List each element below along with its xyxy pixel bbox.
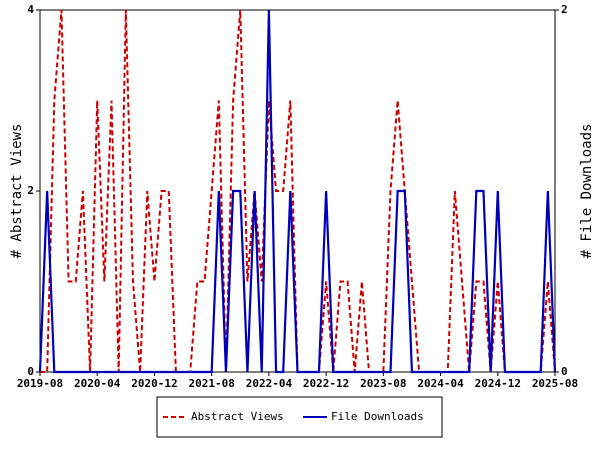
y2-tick-label: 0 bbox=[561, 365, 568, 378]
legend-box bbox=[156, 396, 443, 438]
x-tick-label: 2023-08 bbox=[360, 377, 406, 390]
x-tick-label: 2020-04 bbox=[74, 377, 121, 390]
y-tick-label: 4 bbox=[27, 3, 34, 16]
x-tick-label: 2019-08 bbox=[17, 377, 63, 390]
legend-label: Abstract Views bbox=[191, 410, 284, 423]
series-line bbox=[38, 9, 557, 374]
y-tick-label: 0 bbox=[27, 365, 34, 378]
x-tick-label: 2020-12 bbox=[131, 377, 177, 390]
y-tick-label: 2 bbox=[27, 184, 34, 197]
y-axis-title: # Abstract Views bbox=[9, 124, 25, 259]
x-tick-label: 2021-08 bbox=[188, 377, 234, 390]
legend-label: File Downloads bbox=[331, 410, 424, 423]
x-tick-label: 2024-04 bbox=[417, 377, 464, 390]
x-tick-label: 2025-08 bbox=[532, 377, 578, 390]
y2-axis-title: # File Downloads bbox=[579, 124, 595, 259]
x-tick-label: 2022-12 bbox=[303, 377, 349, 390]
y2-tick-label: 2 bbox=[561, 3, 568, 16]
x-tick-label: 2024-12 bbox=[475, 377, 521, 390]
x-tick-label: 2022-04 bbox=[246, 377, 293, 390]
